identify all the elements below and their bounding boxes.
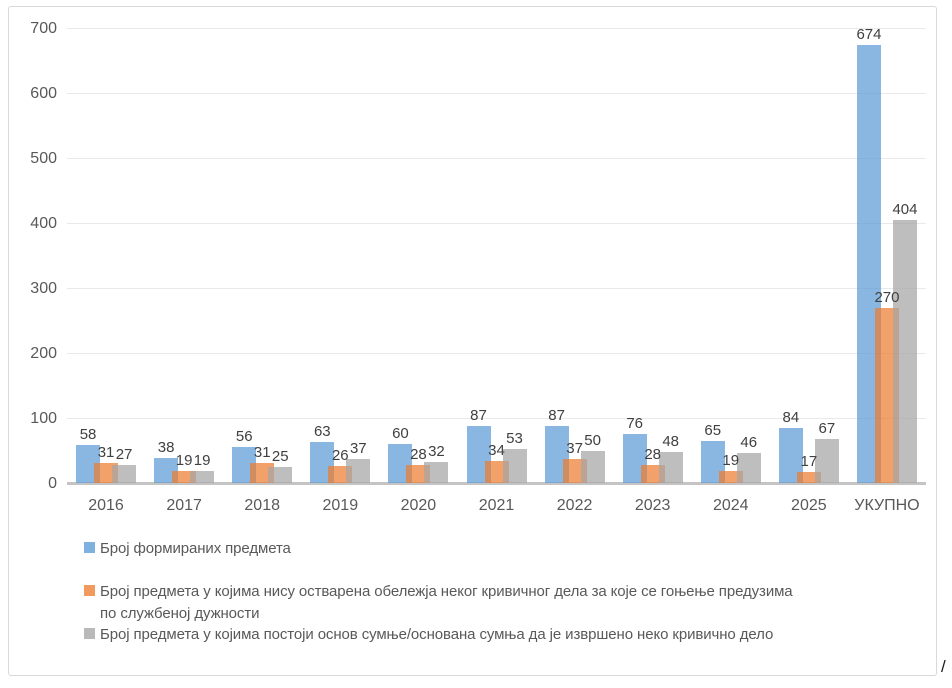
legend-item-label: Број формираних предмета [100, 540, 291, 557]
bar-value-label: 26 [331, 447, 349, 465]
bar-value-label: 63 [313, 423, 331, 441]
x-category-label: УКУПНО [854, 497, 920, 514]
bar-value-label: 58 [79, 426, 97, 444]
x-category-label: 2017 [166, 497, 202, 514]
x-category-label: 2021 [478, 497, 515, 514]
bar-value-label: 34 [488, 441, 505, 459]
x-category-label: 2016 [88, 497, 124, 514]
gridline [67, 158, 926, 159]
bar-value-label: 404 [892, 201, 918, 219]
x-category-label: 2022 [556, 497, 593, 514]
bar-2022-series-2 [580, 450, 605, 483]
bar-value-label: 50 [584, 431, 601, 449]
gridline [67, 28, 926, 29]
bar-value-label: 27 [115, 446, 133, 464]
bar-value-label: 87 [548, 407, 565, 425]
bar-2024-series-2 [736, 453, 761, 483]
x-category-label: 2025 [791, 497, 827, 514]
bar-value-label: 37 [566, 439, 583, 457]
bar-2018-series-2 [268, 466, 293, 483]
legend-item-label: Број предмета у којима нису остварена об… [100, 583, 793, 622]
y-tick-label: 0 [48, 475, 57, 492]
bar-УКУПНО-series-2 [892, 220, 917, 483]
x-category-label: 2019 [322, 497, 359, 514]
legend-item: Број формираних предмета [84, 538, 291, 560]
y-tick-label: 400 [30, 215, 57, 232]
bar-2016-series-2 [112, 465, 137, 483]
bar-value-label: 84 [782, 409, 800, 427]
bar-2025-series-1 [796, 471, 821, 483]
bar-2019-series-2 [346, 458, 371, 483]
bar-value-label: 17 [800, 452, 818, 470]
bar-value-label: 674 [856, 25, 882, 43]
bar-2021-series-2 [502, 448, 527, 483]
bar-2023-series-2 [658, 451, 683, 483]
bar-value-label: 60 [392, 425, 409, 442]
bar-value-label: 31 [97, 443, 115, 461]
legend-item-label: Број предмета у којима постоји основ сум… [100, 626, 774, 643]
bar-value-label: 25 [271, 447, 289, 465]
bar-value-label: 37 [349, 439, 367, 457]
gridline [67, 93, 926, 94]
bar-2025-series-2 [814, 439, 839, 483]
bar-2020-series-2 [424, 462, 449, 483]
gridline [67, 418, 926, 419]
bar-value-label: 56 [235, 427, 253, 445]
x-category-label: 2018 [244, 497, 280, 514]
y-tick-label: 100 [30, 410, 57, 427]
legend-swatch-icon [84, 542, 95, 553]
bar-value-label: 19 [175, 451, 193, 469]
bar-value-label: 48 [662, 432, 680, 450]
gridline [67, 353, 926, 354]
bar-value-label: 53 [506, 429, 523, 447]
x-category-label: 2024 [712, 497, 749, 514]
chart-frame: 0 100 200 300 400 500 600 700 58 38 56 63 60 87 87 76 6… [8, 6, 937, 676]
bar-value-label: 46 [740, 434, 758, 452]
gridline [67, 288, 926, 289]
bar-2017-series-2 [190, 470, 215, 483]
y-tick-label: 300 [30, 280, 57, 297]
bar-value-label: 28 [410, 445, 427, 463]
y-tick-label: 200 [30, 345, 57, 362]
x-category-label: 2020 [400, 497, 437, 514]
legend-item: Број предмета у којима нису остварена об… [84, 581, 793, 624]
y-tick-label: 700 [30, 20, 57, 37]
legend-item: Број предмета у којима постоји основ сум… [84, 624, 773, 646]
bar-value-label: 28 [644, 445, 662, 463]
bar-value-label: 31 [253, 443, 271, 461]
bar-value-label: 270 [874, 288, 900, 306]
x-category-label: 2023 [634, 497, 671, 514]
bar-value-label: 38 [157, 439, 175, 457]
y-tick-label: 500 [30, 150, 57, 167]
bar-value-label: 87 [470, 407, 487, 425]
bar-value-label: 67 [818, 420, 836, 438]
legend-swatch-icon [84, 585, 95, 596]
plot-area: 58 38 56 63 60 87 87 76 65 84 674 31 19 31 26 28 34 37 28 1… [67, 25, 926, 485]
stray-character: / [941, 657, 946, 676]
x-axis-line [67, 482, 926, 485]
legend-swatch-icon [84, 628, 95, 639]
bar-value-label: 32 [428, 443, 445, 461]
bar-value-label: 19 [193, 451, 211, 469]
bar-value-label: 19 [722, 451, 740, 469]
bar-value-label: 76 [626, 414, 644, 432]
gridline [67, 223, 926, 224]
bar-value-label: 65 [704, 421, 722, 439]
y-tick-label: 600 [30, 85, 57, 102]
